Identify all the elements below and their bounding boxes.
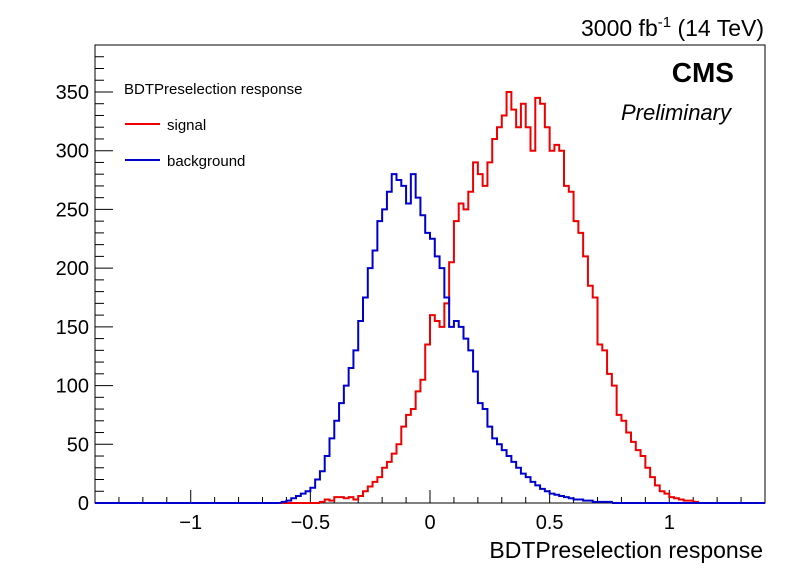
luminosity-label: 3000 fb-1 (14 TeV) [581,14,764,41]
y-tick-label: 350 [56,82,89,104]
legend: BDTPreselection response signal backgrou… [124,81,302,170]
collision-energy: (14 TeV) [671,15,764,41]
y-tick-label: 250 [56,199,89,221]
legend-signal-label: signal [167,117,206,134]
y-tick-label: 0 [78,493,89,515]
x-tick-label: 0 [424,512,435,534]
x-tick-label: −0.5 [291,512,330,534]
series-signal-histogram [318,90,699,503]
experiment-label: CMS [672,57,734,88]
x-axis-tick-labels: −1 −0.5 0 0.5 1 [179,512,675,534]
y-tick-label: 300 [56,141,89,163]
x-axis-title: BDTPreselection response [489,537,763,563]
y-tick-label: 200 [56,258,89,280]
histogram-series [95,90,765,504]
x-tick-label: −1 [179,512,202,534]
status-label: Preliminary [621,100,733,125]
y-tick-label: 100 [56,376,89,398]
x-tick-label: 1 [664,512,675,534]
legend-header: BDTPreselection response [124,81,302,98]
y-tick-label: 150 [56,317,89,339]
y-tick-label: 50 [67,434,89,456]
series-background-histogram [280,173,613,503]
luminosity-value: 3000 fb [581,15,658,41]
legend-background-label: background [167,153,245,170]
y-axis-tick-labels: 0 50 100 150 200 250 300 350 [56,82,89,515]
luminosity-unit-exponent: -1 [658,14,671,31]
y-axis-ticks [95,44,113,504]
x-tick-label: 0.5 [536,512,564,534]
